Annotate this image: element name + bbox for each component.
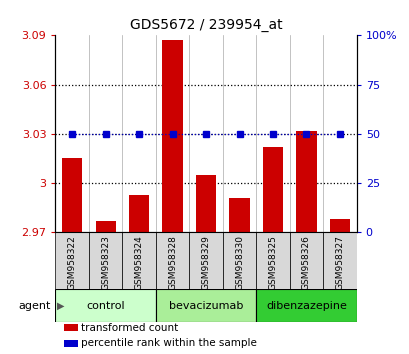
Bar [95,221,115,232]
Bar [64,324,78,331]
Bar [189,232,222,289]
Text: dibenzazepine: dibenzazepine [265,301,346,310]
Text: percentile rank within the sample: percentile rank within the sample [81,338,256,348]
Bar [256,289,356,322]
Bar [262,147,282,232]
Bar [129,195,149,232]
Text: GSM958325: GSM958325 [268,235,277,290]
Bar [256,232,289,289]
Bar [64,339,78,347]
Text: control: control [86,301,125,310]
Text: GSM958330: GSM958330 [234,235,243,290]
Bar [322,232,356,289]
Text: bevacizumab: bevacizumab [169,301,243,310]
Text: GSM958327: GSM958327 [335,235,344,290]
Bar [296,131,316,232]
Text: ▶: ▶ [57,301,65,310]
Text: GSM958324: GSM958324 [134,235,143,290]
Bar [162,40,182,232]
Text: GSM958326: GSM958326 [301,235,310,290]
Bar [229,198,249,232]
Text: transformed count: transformed count [81,323,178,333]
Bar [329,219,349,232]
Text: GSM958329: GSM958329 [201,235,210,290]
Bar [155,289,256,322]
Bar [122,232,155,289]
Bar [55,232,89,289]
Text: GSM958323: GSM958323 [101,235,110,290]
Bar [222,232,256,289]
Text: GSM958328: GSM958328 [168,235,177,290]
Title: GDS5672 / 239954_at: GDS5672 / 239954_at [129,18,282,32]
Bar [196,175,216,232]
Bar [155,232,189,289]
Bar [62,159,82,232]
Text: GSM958322: GSM958322 [67,235,76,290]
Bar [289,232,322,289]
Bar [55,289,155,322]
Text: agent: agent [19,301,51,310]
Bar [89,232,122,289]
